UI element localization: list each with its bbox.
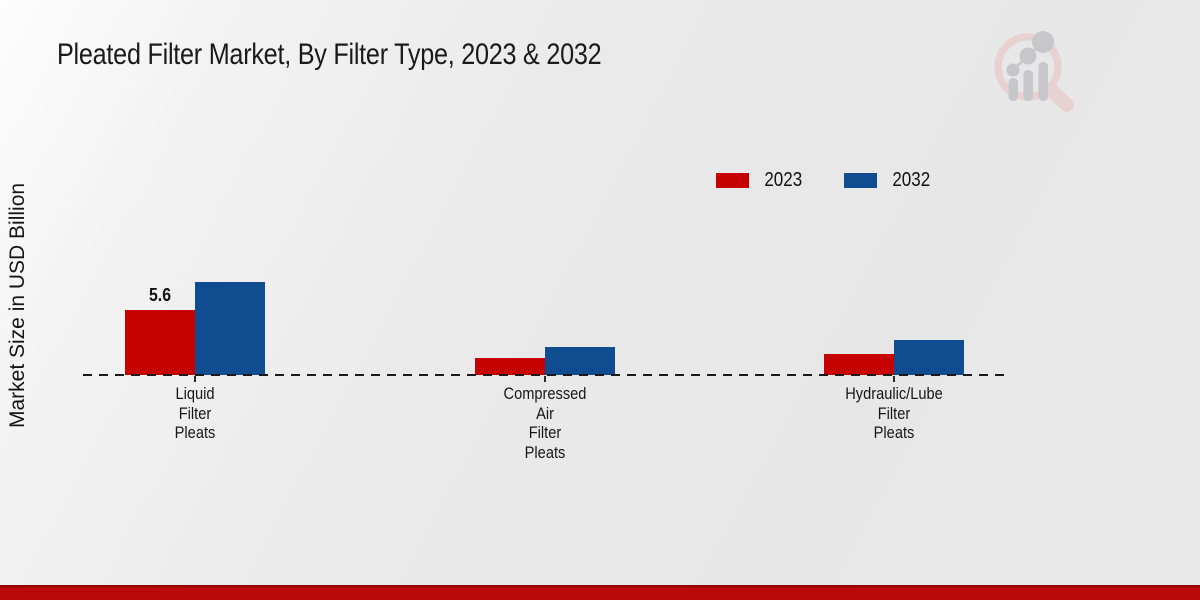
magnifier-bar-chart-logo-icon	[994, 31, 1074, 112]
bar-2023-0	[125, 310, 195, 375]
bottom-accent-bar	[0, 585, 1200, 600]
zero-baseline	[83, 374, 1007, 376]
x-category-label-0: Liquid Filter Pleats	[174, 384, 216, 442]
x-tick-0	[194, 376, 196, 382]
legend-swatch-2023	[716, 173, 749, 188]
bar-2032-2	[894, 340, 964, 375]
bar-2023-1	[475, 358, 545, 375]
bar-value-label: 5.6	[148, 285, 172, 305]
bar-2032-1	[545, 347, 615, 375]
legend-label-2023: 2023	[764, 169, 803, 191]
legend: 2023 2032	[716, 169, 933, 192]
x-tick-1	[544, 376, 546, 382]
chart-title: Pleated Filter Market, By Filter Type, 2…	[57, 38, 602, 71]
bar-2023-2	[824, 354, 894, 375]
x-category-label-1: Compressed Air Filter Pleats	[503, 384, 587, 462]
x-tick-2	[893, 376, 895, 382]
legend-item-2032: 2032	[843, 169, 934, 192]
x-category-label-2: Hydraulic/Lube Filter Pleats	[845, 384, 943, 442]
bar-2032-0	[195, 282, 265, 375]
legend-item-2023: 2023	[716, 169, 806, 192]
legend-label-2032: 2032	[891, 169, 930, 191]
legend-swatch-2032	[843, 173, 877, 188]
